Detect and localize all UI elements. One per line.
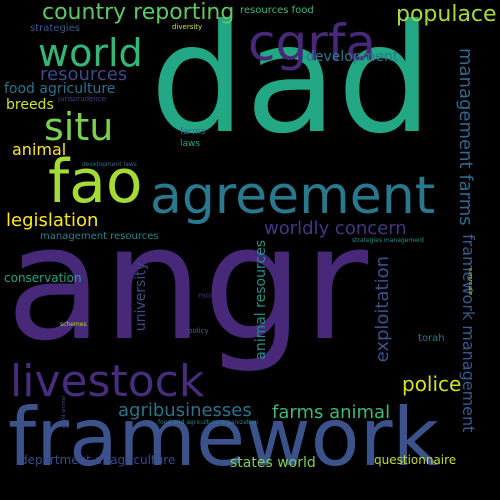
word-department-of-agriculture: department of agriculture [20,453,176,467]
word-angr: angr [6,192,369,376]
word-resources: resources [40,64,128,85]
word-strategies: strategies [30,23,80,34]
word-food-and-agriculture-organization: food and agriculture organization [158,419,259,426]
word-questionnaire: questionnaire [374,453,457,467]
word-conservation: conservation [4,271,82,285]
word-animal: animal [12,140,67,159]
word-world: world [38,31,143,75]
word-states-world: states world [230,455,316,471]
word-laws: laws [180,139,201,149]
word-farms: farms [180,127,206,137]
word-university: university [133,262,149,332]
word-police: police [402,372,462,396]
word-jurisprudence: jurisprudence [58,95,106,103]
word-diversity: diversity [172,23,203,31]
word-development: development [306,49,399,65]
word-legislation: legislation [6,210,99,231]
word-development-laws: development laws [82,161,137,168]
word-cgrfa: cgrfa [248,14,377,72]
word-framework: framework [8,391,439,484]
word-agribusinesses: agribusinesses [118,400,252,421]
word-farms-animal: farms animal [272,402,391,423]
word-populace: populace [396,2,497,27]
word-framework-management: framework management [459,234,478,433]
word-agriculture: agriculture [468,268,474,296]
word-country-reporting: country reporting [42,0,235,25]
word-fao: fao [48,147,143,217]
word-management-resources: management resources [40,231,159,242]
word-torah: torah [418,333,445,344]
word-situ: situ [44,105,114,149]
word-worldly-concern: worldly concern [264,218,407,239]
word-world-animal: world animal [61,396,67,429]
word-animal-resources: animal resources [253,240,269,360]
word-livestock: livestock [10,356,205,407]
word-dad: dad [150,0,433,167]
word-resources-food: resources food [240,5,314,16]
word-strategies-management: strategies management [352,237,425,244]
word-management-farms: management farms [455,48,476,226]
word-breeds: breeds [6,97,54,113]
word-exploitation: exploitation [372,256,393,363]
word-food-agriculture: food agriculture [4,81,116,97]
word-schemes: schemes [60,321,87,328]
word-agreement: agreement [150,166,436,226]
word-policy: policy [188,327,209,335]
word-models: models [198,291,228,300]
